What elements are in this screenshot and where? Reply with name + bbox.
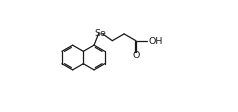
Text: O: O <box>132 51 139 60</box>
Text: OH: OH <box>149 37 163 46</box>
Text: Se: Se <box>94 29 106 38</box>
